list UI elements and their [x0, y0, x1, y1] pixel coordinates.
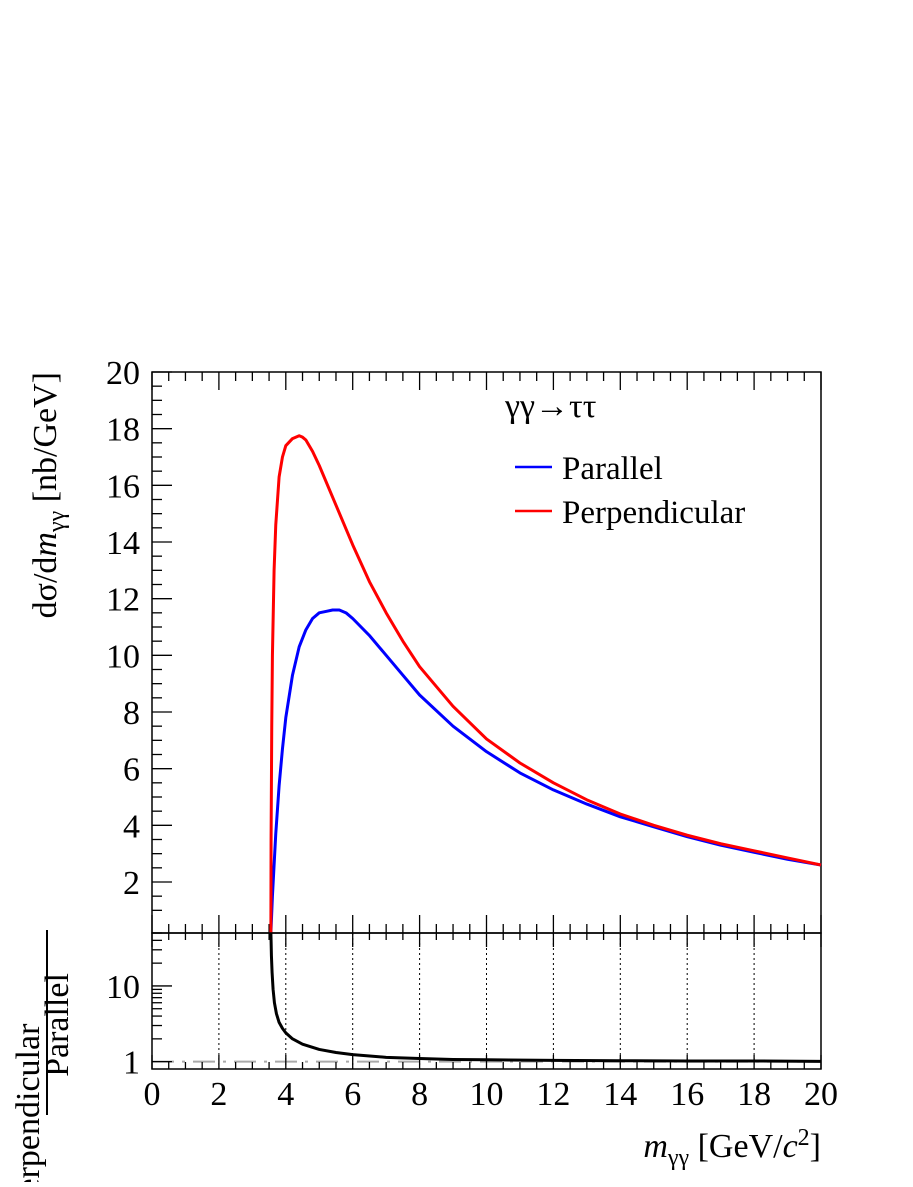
x-tick-label: 20: [804, 1076, 838, 1113]
series-line-parallel: [269, 608, 822, 934]
y-tick-label: 2: [123, 865, 140, 902]
main-series-group: [269, 434, 822, 934]
ratio-series-line: [269, 932, 822, 1063]
y-tick-label: 20: [106, 355, 140, 392]
x-tick-label: 0: [144, 1076, 161, 1113]
legend: Parallel Perpendicular: [515, 451, 745, 531]
x-tick-label: 10: [470, 1076, 504, 1113]
ratio-y-tick-label: 10: [106, 969, 140, 1006]
x-tick-label: 18: [737, 1076, 771, 1113]
main-y-axis-title: dσ/dmγγ [nb/GeV]: [27, 372, 70, 618]
x-tick-label: 8: [411, 1076, 428, 1113]
y-tick-label: 14: [106, 525, 140, 562]
ratio-y-ticks: 1 10: [106, 932, 172, 1082]
ratio-panel: 1 10 0 2 4 6 8 10 12 14 16 18 20 Perpendicular Para…: [10, 930, 838, 1187]
x-tick-label: 16: [670, 1076, 704, 1113]
ratio-series-group: [269, 932, 822, 1063]
y-tick-label: 4: [123, 808, 140, 845]
x-tick-label: 4: [277, 1076, 294, 1113]
main-panel: 2 4 6 8 10 12 14 16 18 20 γγ→ττ Parallel Perpendi…: [27, 355, 822, 934]
y-tick-label: 16: [106, 468, 140, 505]
ratio-y-label-denominator: Parallel: [39, 973, 76, 1077]
x-axis-title: mγγ [GeV/c2]: [643, 1125, 821, 1171]
y-tick-label: 10: [106, 638, 140, 675]
x-tick-label: 2: [210, 1076, 227, 1113]
main-y-ticks: 2 4 6 8 10 12 14 16 18 20: [106, 355, 822, 933]
ratio-y-label-numerator: Perpendicular: [10, 1023, 47, 1182]
process-label: γγ→ττ: [504, 388, 596, 425]
legend-label-parallel: Parallel: [562, 451, 663, 487]
y-tick-label: 8: [123, 695, 140, 732]
series-line-perpendicular: [269, 434, 822, 934]
x-tick-label: 14: [603, 1076, 637, 1113]
y-tick-label: 12: [106, 582, 140, 619]
y-tick-label: 6: [123, 752, 140, 789]
y-tick-label: 18: [106, 412, 140, 449]
ratio-y-axis-title: Perpendicular Parallel: [10, 930, 76, 1187]
ratio-grid: [152, 933, 821, 1069]
x-tick-label: 12: [536, 1076, 570, 1113]
ratio-x-ticks: 0 2 4 6 8 10 12 14 16 18 20: [144, 933, 838, 1113]
main-plot-frame: [151, 371, 822, 934]
x-tick-label: 6: [344, 1076, 361, 1113]
legend-label-perpendicular: Perpendicular: [562, 495, 745, 531]
ratio-y-tick-label: 1: [123, 1045, 140, 1082]
